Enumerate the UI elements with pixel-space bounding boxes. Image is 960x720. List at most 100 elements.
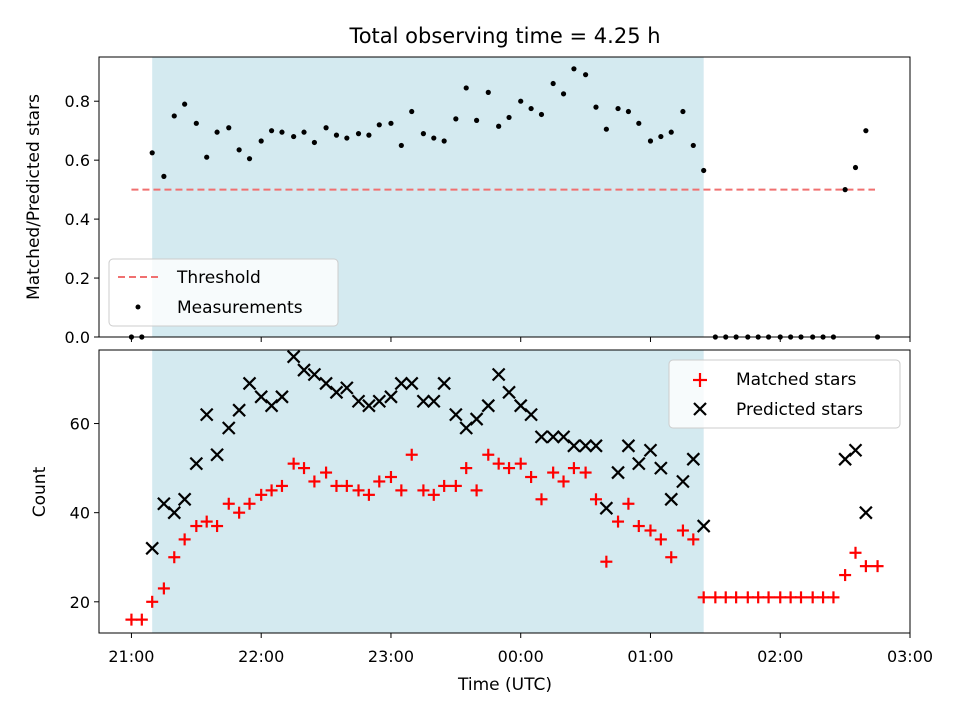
matched-star-point	[265, 484, 278, 497]
measurement-point	[603, 126, 609, 132]
measurement-point	[291, 133, 297, 140]
matched-star-point	[676, 524, 689, 537]
measurement-point	[311, 139, 318, 146]
predicted-star-point	[848, 443, 863, 458]
measurement-point	[701, 167, 707, 174]
matched-star-point	[298, 462, 311, 475]
measurement-point	[593, 104, 599, 110]
predicted-star-point	[534, 430, 549, 444]
matched-star-point	[871, 560, 884, 573]
predicted-star-point	[329, 385, 344, 400]
measurement-point	[852, 164, 859, 171]
measurement-point	[420, 131, 426, 137]
matched-star-point	[654, 533, 667, 546]
predicted-star-point	[286, 349, 301, 364]
top-legend: Threshold Measurements	[108, 258, 339, 327]
matched-star-point	[806, 591, 819, 604]
matched-star-point	[665, 551, 678, 564]
matched-star-point	[308, 475, 321, 488]
measurement-point	[366, 132, 372, 138]
predicted-star-point	[567, 439, 581, 453]
measurement-point	[496, 123, 502, 129]
predicted-star-point	[232, 403, 246, 417]
legend-matched-label: Matched stars	[736, 370, 856, 390]
matched-star-point	[157, 582, 170, 595]
matched-star-point	[222, 497, 235, 510]
matched-star-point	[687, 533, 700, 546]
predicted-star-point	[546, 430, 560, 444]
matched-star-point	[373, 475, 386, 488]
top-y-tick-label: 0.6	[65, 151, 90, 170]
measurement-point	[268, 128, 275, 134]
predicted-star-point	[145, 541, 159, 556]
measurement-point	[323, 125, 329, 131]
predicted-star-point	[340, 381, 354, 395]
bottom-axes-frame	[98, 349, 911, 634]
predicted-star-point	[177, 492, 192, 507]
measurement-point	[333, 132, 340, 138]
matched-star-point	[330, 479, 343, 492]
predicted-star-point	[502, 385, 516, 400]
measurement-point	[193, 120, 199, 126]
measurement-point	[615, 105, 621, 112]
matched-star-point	[579, 466, 592, 479]
bottom-y-ticks: 20 40 60	[70, 415, 99, 612]
matched-star-point	[762, 591, 775, 604]
predicted-star-point	[611, 465, 625, 480]
matched-star-point	[405, 448, 418, 461]
predicted-star-point	[199, 407, 214, 422]
matched-star-point	[730, 591, 743, 604]
matched-star-point	[622, 497, 635, 510]
bottom-y-tick-label: 60	[70, 415, 90, 434]
matched-star-point	[243, 497, 256, 510]
predicted-star-point	[524, 407, 538, 422]
matched-star-point	[190, 520, 203, 533]
measurement-point	[560, 91, 567, 97]
measurement-point	[376, 122, 382, 128]
measurement-point	[625, 108, 632, 115]
predicted-star-point	[297, 363, 311, 377]
measurement-point	[528, 105, 534, 112]
predicted-star-point	[589, 439, 603, 453]
predicted-star-point	[676, 474, 690, 489]
matched-star-point	[589, 493, 602, 506]
bottom-y-axis-label: Count	[30, 466, 50, 517]
measurement-point	[398, 142, 404, 149]
matched-star-point	[417, 484, 430, 497]
top-y-tick-label: 0.8	[65, 92, 90, 111]
measurement-point	[214, 129, 220, 135]
x-tick-label: 01:00	[627, 647, 673, 666]
matched-star-point	[395, 484, 408, 497]
x-tick-label: 23:00	[368, 647, 414, 666]
matched-star-point	[135, 613, 148, 626]
legend-predicted-swatch	[693, 402, 707, 416]
measurement-point	[636, 120, 642, 126]
matched-star-point	[340, 479, 353, 492]
matched-star-point	[709, 591, 722, 604]
measurement-point	[171, 113, 177, 119]
matched-star-point	[839, 569, 852, 582]
bottom-panel: 20 40 60 21:00 22:00 23:00 00:00 01:00 02:00 03:…	[30, 349, 933, 695]
top-y-tick-label: 0.0	[65, 328, 90, 347]
matched-star-point	[644, 524, 657, 537]
measurement-point	[583, 72, 589, 78]
measurement-point	[279, 129, 285, 135]
matched-star-point	[178, 533, 191, 546]
predicted-star-point	[189, 456, 204, 471]
matched-star-point	[752, 591, 765, 604]
predicted-star-point	[664, 492, 679, 507]
matched-star-point	[146, 595, 159, 608]
bottom-legend-box	[668, 359, 901, 429]
predicted-star-point	[491, 367, 506, 382]
predicted-star-point	[686, 452, 701, 466]
measurement-point	[258, 138, 264, 144]
matched-stars-points	[125, 448, 884, 626]
bottom-x-ticks: 21:00 22:00 23:00 00:00 01:00 02:00 03:00	[108, 633, 933, 666]
matched-star-point	[125, 613, 138, 626]
measurement-point	[236, 147, 242, 153]
legend-measurements-swatch	[135, 304, 141, 310]
matched-star-point	[287, 457, 300, 470]
legend-predicted-label: Predicted stars	[736, 400, 863, 420]
bottom-y-tick-label: 20	[70, 593, 90, 612]
matched-star-point	[482, 448, 495, 461]
